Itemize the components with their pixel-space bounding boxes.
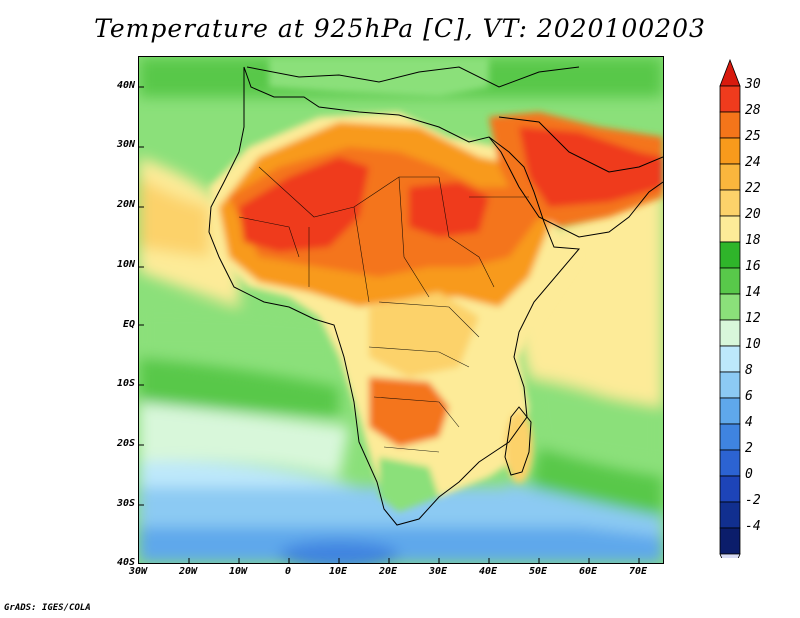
colorbar-box	[719, 111, 741, 139]
temperature-field-land	[209, 57, 663, 512]
lat-label-40n: 40N	[116, 80, 135, 91]
colorbar-box	[719, 475, 741, 503]
colorbar-label: 22	[745, 181, 761, 196]
lat-label-40s: 40S	[116, 557, 135, 568]
lon-label-50e: 50E	[528, 566, 548, 577]
temperature-map	[139, 57, 663, 563]
colorbar-box	[719, 345, 741, 373]
axis-ticks	[139, 86, 640, 563]
lat-label-eq: EQ	[122, 319, 135, 330]
colorbar-label: 25	[745, 129, 761, 144]
colorbar-label: 18	[745, 233, 761, 248]
colorbar-label: 4	[745, 415, 753, 430]
colorbar-box	[719, 319, 741, 347]
colorbar-box	[719, 501, 741, 529]
colorbar-label: -4	[745, 519, 761, 534]
coastlines	[208, 66, 663, 526]
colorbar-box	[719, 137, 741, 165]
colorbar-top-triangle	[719, 58, 741, 87]
colorbar-box	[719, 527, 741, 555]
colorbar-label: 8	[745, 363, 753, 378]
persian-gulf-coast	[498, 116, 663, 173]
colorbar-label: 10	[745, 337, 761, 352]
grads-footer: GrADS: IGES/COLA	[4, 603, 91, 613]
colorbar-label: 12	[745, 311, 761, 326]
colorbar-label: 24	[745, 155, 761, 170]
colorbar-boxes	[719, 85, 741, 555]
colorbar-box	[719, 423, 741, 451]
madagascar-coast	[504, 406, 532, 476]
colorbar-label: 14	[745, 285, 761, 300]
lon-label-20e: 20E	[378, 566, 398, 577]
map-title: Temperature at 925hPa [C], VT: 202010020…	[94, 14, 706, 43]
lon-label-30w: 30W	[128, 566, 148, 577]
colorbar-label: 6	[745, 389, 753, 404]
lat-label-10n: 10N	[116, 259, 135, 270]
colorbar-label: 30	[745, 77, 761, 92]
lon-label-10w: 10W	[228, 566, 248, 577]
lon-label-20w: 20W	[178, 566, 198, 577]
colorbar-label: 20	[745, 207, 761, 222]
lat-label-30n: 30N	[116, 139, 135, 150]
africa-coastline	[208, 66, 581, 526]
colorbar-label: 2	[745, 441, 753, 456]
colorbar-box	[719, 449, 741, 477]
colorbar-box	[719, 293, 741, 321]
colorbar-label: 16	[745, 259, 761, 274]
country-borders	[238, 166, 529, 453]
colorbar-box	[719, 397, 741, 425]
colorbar-box	[719, 163, 741, 191]
lon-label-40e: 40E	[478, 566, 498, 577]
colorbar-box	[719, 215, 741, 243]
map-panel	[138, 56, 664, 564]
lon-label-10e: 10E	[328, 566, 348, 577]
colorbar-label: -2	[745, 493, 761, 508]
colorbar-box	[719, 267, 741, 295]
lon-label-0: 0	[284, 566, 292, 577]
colorbar-box	[719, 189, 741, 217]
lat-label-20s: 20S	[116, 438, 135, 449]
colorbar-box	[719, 371, 741, 399]
lat-label-30s: 30S	[116, 498, 135, 509]
colorbar	[719, 58, 741, 558]
colorbar-box	[719, 241, 741, 269]
lat-label-10s: 10S	[116, 378, 135, 389]
lon-label-30e: 30E	[428, 566, 448, 577]
lon-label-60e: 60E	[578, 566, 598, 577]
mediterranean-north-coast	[246, 66, 580, 88]
colorbar-bottom-triangle	[719, 553, 741, 558]
colorbar-box	[719, 85, 741, 113]
red-sea-arabia-coast	[488, 136, 663, 238]
colorbar-label: 0	[745, 467, 753, 482]
lon-label-70e: 70E	[628, 566, 648, 577]
colorbar-label: 28	[745, 103, 761, 118]
lat-label-20n: 20N	[116, 199, 135, 210]
